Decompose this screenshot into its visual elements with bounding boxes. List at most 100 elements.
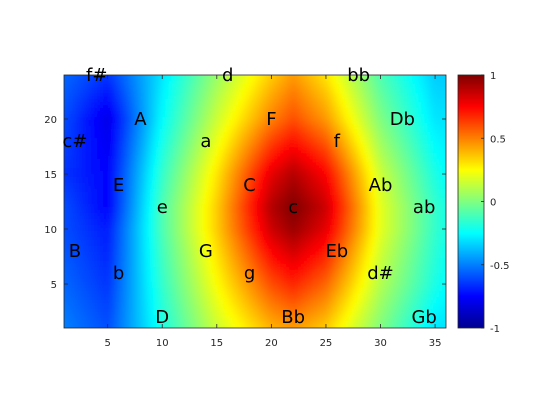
heat-cell — [121, 69, 125, 73]
heat-cell — [448, 159, 452, 163]
heat-cell — [58, 132, 62, 136]
heat-cell — [451, 168, 455, 172]
heat-cell — [238, 69, 242, 73]
heat-cell — [307, 69, 311, 73]
heat-cell — [394, 69, 398, 73]
heat-cell — [58, 156, 62, 160]
heat-cell — [406, 69, 410, 73]
heat-cell — [166, 69, 170, 73]
heat-cell — [448, 135, 452, 139]
heat-cell — [337, 69, 341, 73]
heat-cell — [451, 81, 455, 85]
heat-cell — [448, 129, 452, 133]
heat-cell — [58, 168, 62, 172]
heat-cell — [451, 108, 455, 112]
heat-cell — [175, 69, 179, 73]
heat-cell — [70, 69, 74, 73]
heat-cell — [448, 105, 452, 109]
heat-cell — [451, 174, 455, 178]
heat-cell — [112, 69, 116, 73]
heat-cell — [58, 75, 62, 79]
heat-cell — [172, 69, 176, 73]
heat-cell — [295, 69, 299, 73]
heat-cell — [58, 177, 62, 181]
heat-cell — [403, 69, 407, 73]
heat-cell — [451, 114, 455, 118]
heat-cell — [304, 69, 308, 73]
heat-cell — [292, 69, 296, 73]
heat-cell — [58, 162, 62, 166]
heat-cell — [451, 129, 455, 133]
heat-cell — [451, 171, 455, 175]
heat-cell — [58, 105, 62, 109]
heat-cell — [139, 69, 143, 73]
heat-cell — [448, 147, 452, 151]
heat-cell — [151, 69, 155, 73]
heat-cell — [268, 69, 272, 73]
heat-cell — [448, 96, 452, 100]
heat-cell — [388, 69, 392, 73]
heat-cell — [418, 69, 422, 73]
heat-cell — [448, 81, 452, 85]
heat-cell — [448, 102, 452, 106]
heat-cell — [247, 69, 251, 73]
heat-cell — [448, 171, 452, 175]
heat-cell — [448, 126, 452, 130]
heat-cell — [58, 78, 62, 82]
heat-cell — [148, 69, 152, 73]
heat-cell — [310, 69, 314, 73]
heat-cell — [448, 93, 452, 97]
heat-cell — [409, 69, 413, 73]
heat-cell — [433, 69, 437, 73]
heat-cell — [448, 114, 452, 118]
heat-cell — [448, 84, 452, 88]
heat-cell — [58, 153, 62, 157]
heat-cell — [58, 81, 62, 85]
heat-cell — [451, 165, 455, 169]
heat-cell — [451, 138, 455, 142]
heat-cell — [280, 69, 284, 73]
heat-cell — [421, 69, 425, 73]
heat-cell — [157, 69, 161, 73]
heat-cell — [451, 156, 455, 160]
heat-cell — [451, 105, 455, 109]
heat-cell — [58, 84, 62, 88]
heat-cell — [451, 141, 455, 145]
heat-cell — [184, 69, 188, 73]
heat-cell — [58, 117, 62, 121]
heat-cell — [451, 69, 455, 73]
heat-cell — [376, 69, 380, 73]
heat-cell — [451, 102, 455, 106]
heat-cell — [265, 69, 269, 73]
heat-cell — [451, 117, 455, 121]
heat-cell — [235, 69, 239, 73]
heat-cell — [439, 69, 443, 73]
heat-cell — [430, 69, 434, 73]
heat-cell — [58, 159, 62, 163]
heat-cell — [58, 150, 62, 154]
heat-cell — [214, 69, 218, 73]
heat-cell — [253, 69, 257, 73]
heat-cell — [448, 165, 452, 169]
heat-cell — [448, 150, 452, 154]
heat-cell — [76, 69, 80, 73]
heat-cell — [448, 75, 452, 79]
heat-cell — [58, 174, 62, 178]
heat-cell — [196, 69, 200, 73]
heat-cell — [451, 93, 455, 97]
heat-cell — [448, 177, 452, 181]
heat-cell — [451, 144, 455, 148]
heat-cell — [298, 69, 302, 73]
heat-cell — [259, 69, 263, 73]
heat-cell — [58, 171, 62, 175]
heat-cell — [448, 174, 452, 178]
heat-cell — [169, 69, 173, 73]
heat-cell — [325, 69, 329, 73]
heat-cell — [58, 165, 62, 169]
heat-cell — [58, 135, 62, 139]
heat-cell — [271, 69, 275, 73]
heat-cell — [448, 72, 452, 76]
heat-cell — [136, 69, 140, 73]
heat-cell — [118, 69, 122, 73]
